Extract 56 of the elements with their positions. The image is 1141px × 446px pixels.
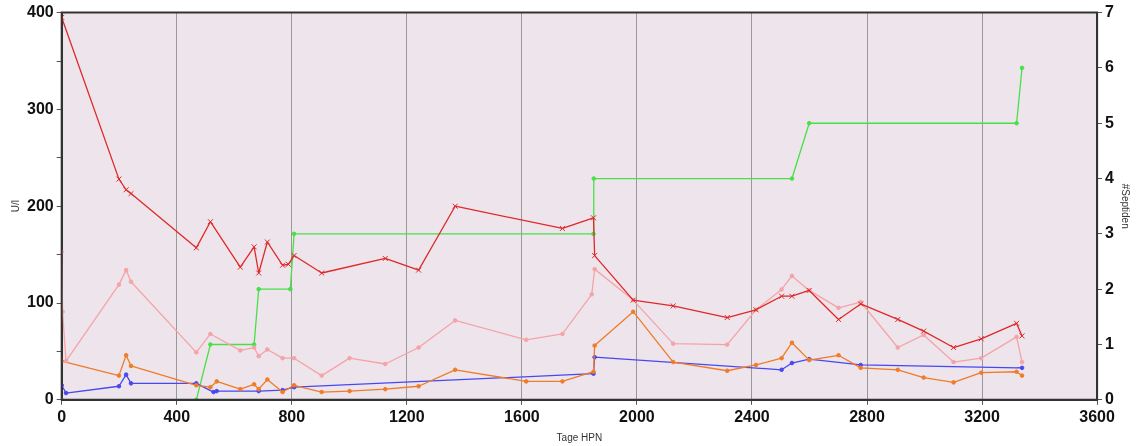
x-tick-label: 400 xyxy=(163,407,191,425)
y-tick-label: 100 xyxy=(26,293,54,311)
y2-tick-label: 7 xyxy=(1105,3,1115,21)
y2-tick-label: 3 xyxy=(1105,224,1115,242)
point xyxy=(279,262,286,269)
point xyxy=(670,302,677,309)
point xyxy=(559,225,566,232)
y-tick-label: 400 xyxy=(26,3,54,21)
point xyxy=(788,293,795,300)
point xyxy=(123,186,130,193)
x-tick-label: 1600 xyxy=(504,407,540,425)
y2-tick-label: 0 xyxy=(1105,390,1115,408)
y2-axis-title: #Septiden xyxy=(1120,183,1132,229)
x-tick-label: 2400 xyxy=(734,407,770,425)
y-tick-label: 0 xyxy=(44,390,54,408)
point xyxy=(291,252,298,259)
point xyxy=(590,214,597,221)
point xyxy=(255,270,262,276)
y-tick-label: 200 xyxy=(26,196,54,214)
x-tick-label: 0 xyxy=(57,407,67,425)
point xyxy=(285,261,292,268)
point xyxy=(264,239,271,245)
point xyxy=(115,176,122,183)
point xyxy=(1019,332,1026,339)
point xyxy=(237,264,244,271)
point xyxy=(452,203,459,210)
point xyxy=(591,252,598,259)
y2-tick-label: 6 xyxy=(1105,58,1115,76)
point xyxy=(920,328,927,335)
y2-tick-label: 2 xyxy=(1105,279,1115,297)
point xyxy=(382,255,389,262)
point xyxy=(207,218,214,225)
point xyxy=(318,270,325,276)
point xyxy=(835,316,842,323)
y2-tick-label: 5 xyxy=(1105,113,1115,131)
point xyxy=(978,335,985,342)
point xyxy=(950,344,957,351)
point xyxy=(251,243,258,250)
point xyxy=(894,316,901,323)
point xyxy=(193,244,200,251)
x-tick-label: 3200 xyxy=(964,407,1000,425)
x-tick-label: 3600 xyxy=(1079,407,1115,425)
point xyxy=(415,267,422,274)
y2-tick-label: 1 xyxy=(1105,334,1115,352)
y2-tick-label: 4 xyxy=(1105,168,1115,186)
point xyxy=(778,293,785,300)
x-tick-label: 1200 xyxy=(389,407,425,425)
point xyxy=(1013,320,1020,327)
x-tick-label: 2800 xyxy=(849,407,885,425)
point xyxy=(724,314,731,321)
point xyxy=(128,190,134,197)
y-tick-label: 300 xyxy=(26,99,54,117)
x-tick-label: 800 xyxy=(278,407,306,425)
x-tick-label: 2000 xyxy=(619,407,655,425)
x-axis-title: Tage HPN xyxy=(556,431,603,443)
y-axis-title: U/l xyxy=(9,200,21,213)
